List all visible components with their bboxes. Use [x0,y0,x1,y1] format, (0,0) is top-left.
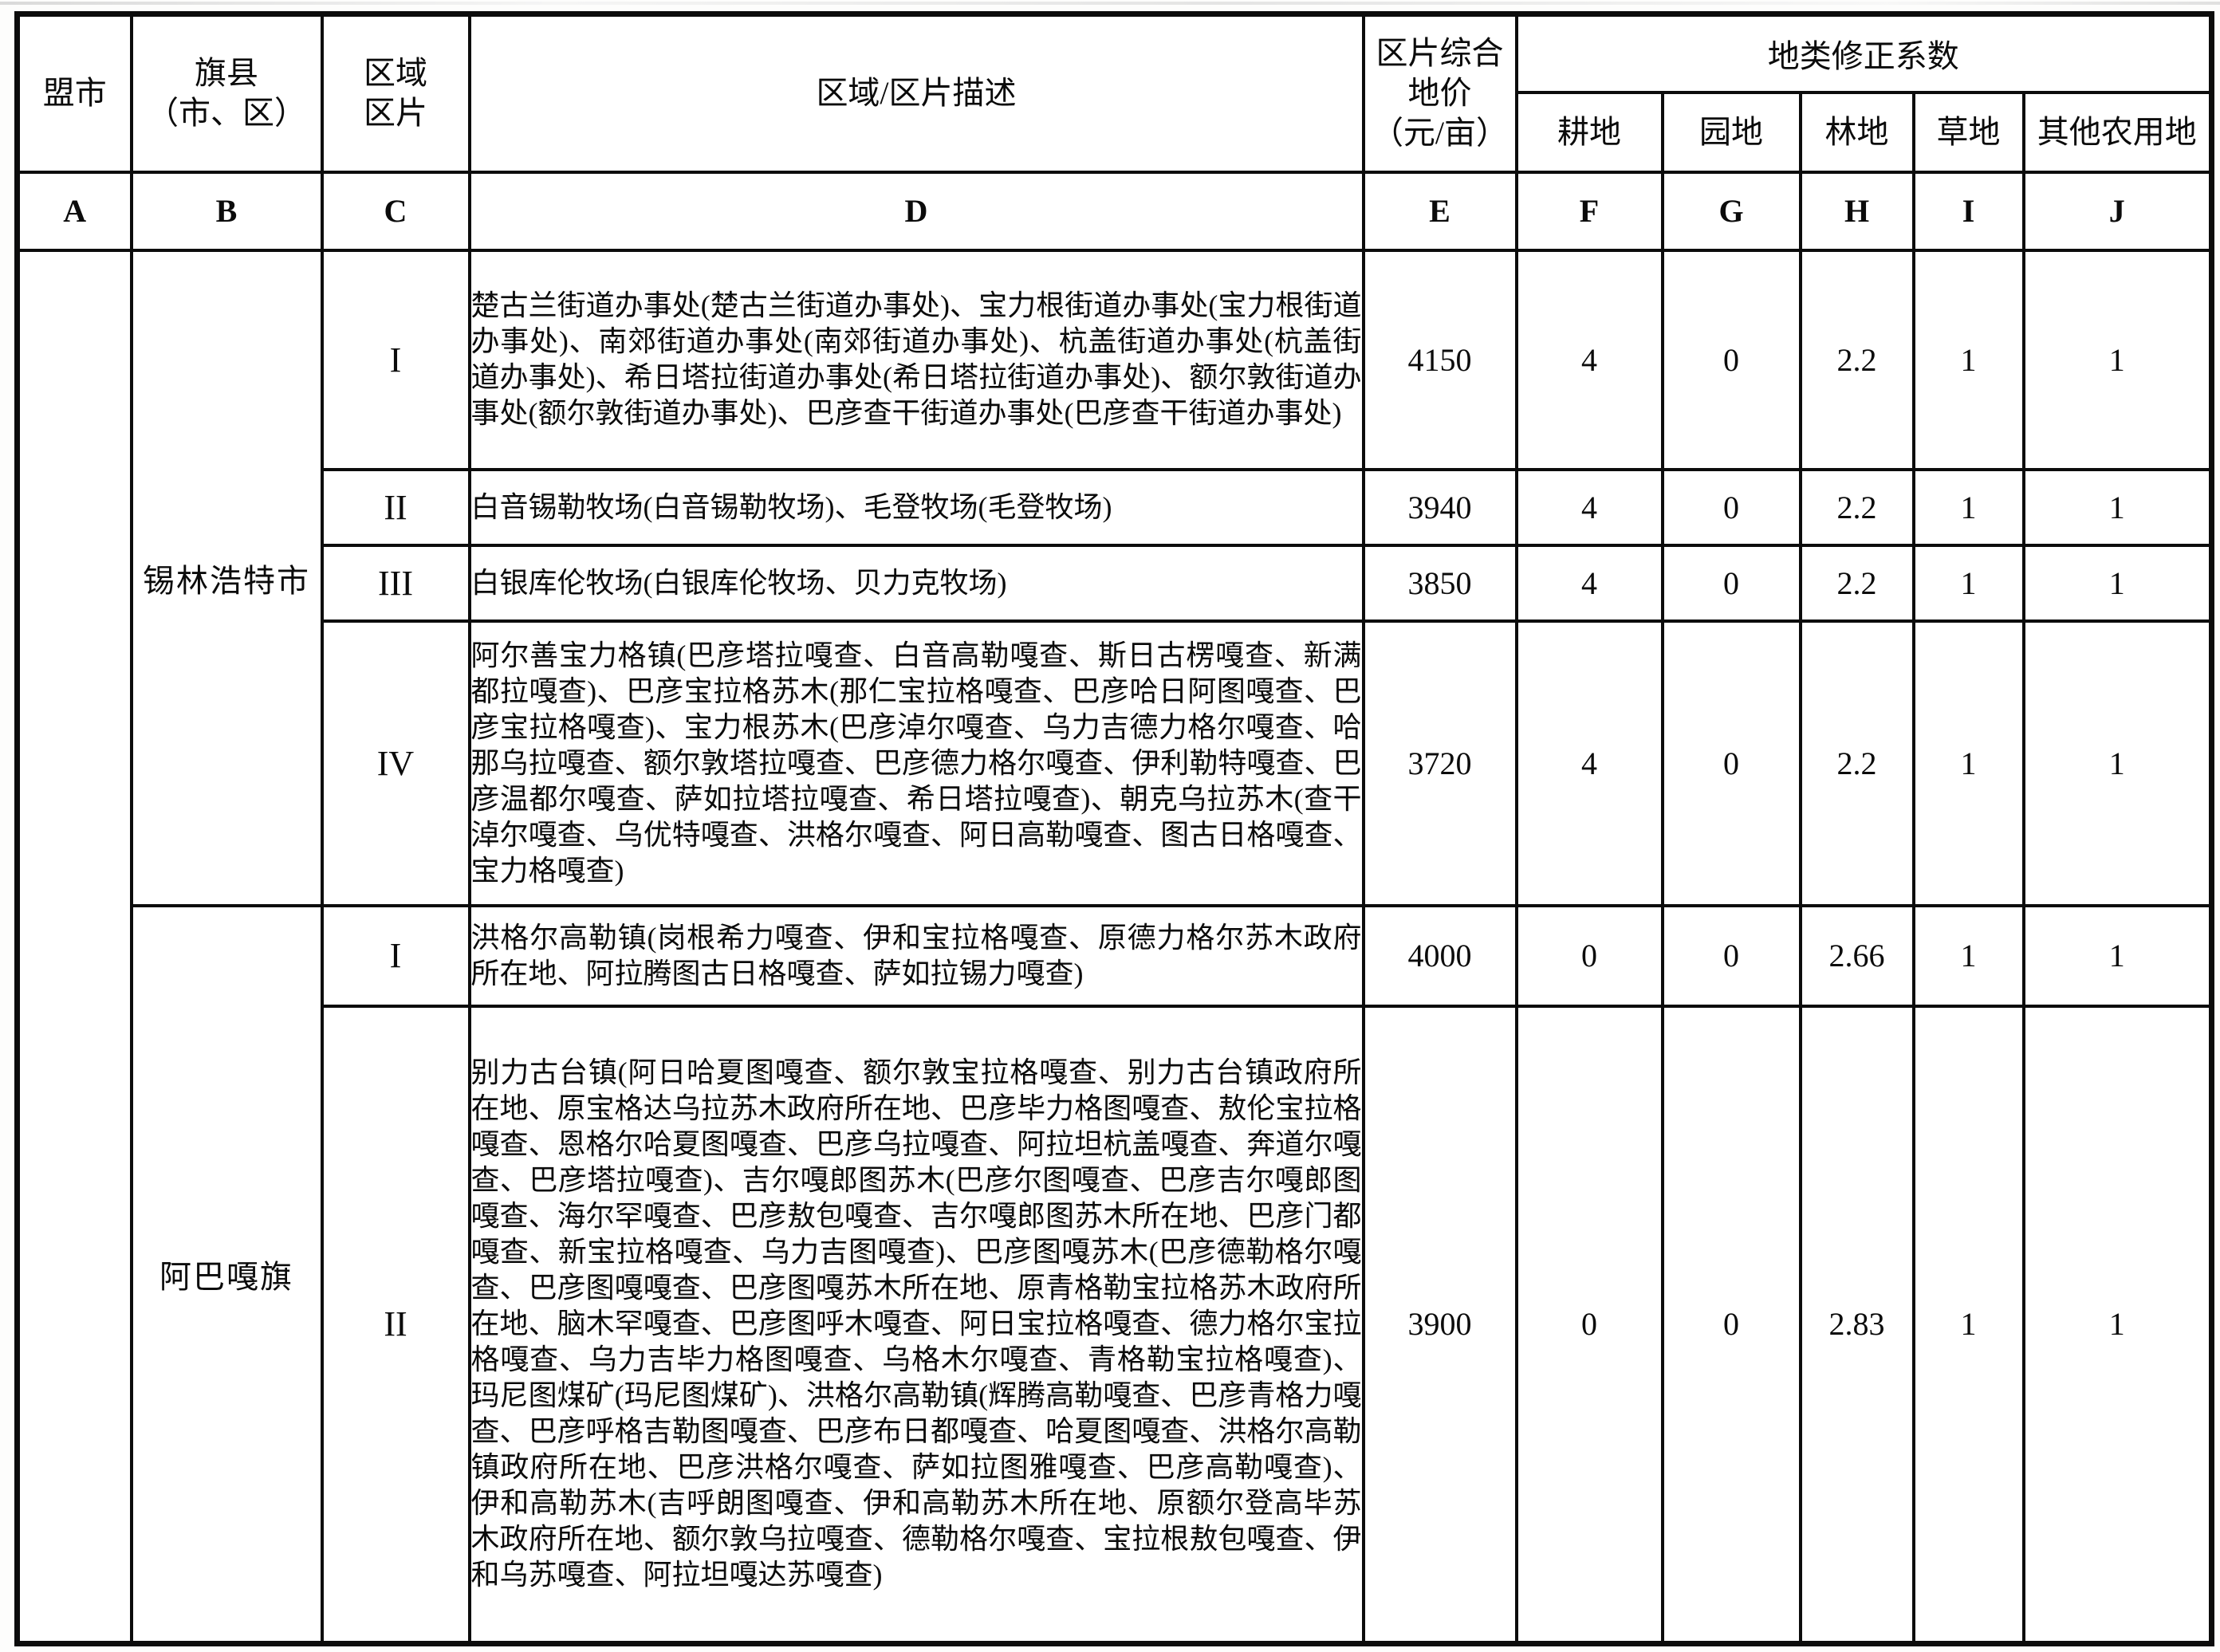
price-cell: 3940 [1361,467,1518,547]
letter-i: I [1911,170,2025,252]
header-coeff-other: 其他农用地 [2021,90,2214,174]
header-description: 区域/区片描述 [467,12,1365,174]
scan-artifact [0,2,2220,5]
description-cell: 楚古兰街道办事处(楚古兰街道办事处)、宝力根街道办事处(宝力根街道办事处)、南郊… [467,248,1365,471]
price-cell: 4150 [1361,248,1518,471]
league-cell [15,248,133,1646]
coeff-grass-cell: 1 [1911,467,2025,547]
coeff-farmland-cell: 0 [1514,903,1664,1008]
coeff-grass-cell: 1 [1911,1004,2025,1646]
coeff-other-cell: 1 [2021,1004,2214,1646]
coeff-orchard-cell: 0 [1660,467,1802,547]
letter-f: F [1514,170,1664,252]
coeff-orchard-cell: 0 [1660,248,1802,471]
table-row: II 白音锡勒牧场(白音锡勒牧场)、毛登牧场(毛登牧场) 3940 4 0 2.… [18,467,2214,547]
letter-a: A [15,170,133,252]
header-coeff-forest: 林地 [1798,90,1915,174]
county-cell-abaga: 阿巴嘎旗 [129,903,324,1646]
zone-cell: IV [320,619,471,907]
coeff-forest-cell: 2.2 [1798,619,1915,907]
letter-h: H [1798,170,1915,252]
coeff-forest-cell: 2.66 [1798,903,1915,1008]
table-row: II 别力古台镇(阿日哈夏图嘎查、额尔敦宝拉格嘎查、别力古台镇政府所在地、原宝格… [18,1004,2214,1646]
price-cell: 4000 [1361,903,1518,1008]
coeff-forest-cell: 2.83 [1798,1004,1915,1646]
letter-d: D [467,170,1365,252]
letter-b: B [129,170,324,252]
header-county: 旗县 （市、区） [129,12,324,174]
header-coeff-group: 地类修正系数 [1514,12,2214,94]
table-row: 阿巴嘎旗 I 洪格尔高勒镇(岗根希力嘎查、伊和宝拉格嘎查、原德力格尔苏木政府所在… [18,903,2214,1646]
coeff-other-cell: 1 [2021,543,2214,623]
coeff-grass-cell: 1 [1911,248,2025,471]
price-cell: 3850 [1361,543,1518,623]
letter-c: C [320,170,471,252]
coeff-grass-cell: 1 [1911,543,2025,623]
zone-cell: II [320,1004,471,1646]
header-league: 盟市 [15,12,133,174]
coeff-grass-cell: 1 [1911,903,2025,1008]
zone-cell: III [320,543,471,623]
letter-j: J [2021,170,2214,252]
price-cell: 3720 [1361,619,1518,907]
coeff-forest-cell: 2.2 [1798,248,1915,471]
description-cell: 白银库伦牧场(白银库伦牧场、贝力克牧场) [467,543,1365,623]
letter-e: E [1361,170,1518,252]
coeff-farmland-cell: 0 [1514,1004,1664,1646]
zone-cell: I [320,903,471,1008]
coeff-orchard-cell: 0 [1660,903,1802,1008]
price-cell: 3900 [1361,1004,1518,1646]
coeff-farmland-cell: 4 [1514,467,1664,547]
table-row: IV 阿尔善宝力格镇(巴彦塔拉嘎查、白音高勒嘎查、斯日古楞嘎查、新满都拉嘎查)、… [18,619,2214,907]
coeff-forest-cell: 2.2 [1798,467,1915,547]
coeff-farmland-cell: 4 [1514,543,1664,623]
header-row-2: 耕地 园地 林地 草地 其他农用地 [18,90,2214,174]
coeff-orchard-cell: 0 [1660,619,1802,907]
coeff-orchard-cell: 0 [1660,1004,1802,1646]
header-price: 区片综合 地价 （元/亩） [1361,12,1518,174]
header-row-1: 盟市 旗县 （市、区） 区域 区片 区域/区片描述 区片综合 地价 （元/亩） … [15,12,2214,174]
coeff-farmland-cell: 4 [1514,248,1664,471]
description-cell: 白音锡勒牧场(白音锡勒牧场)、毛登牧场(毛登牧场) [467,467,1365,547]
coeff-other-cell: 1 [2021,619,2214,907]
header-coeff-orchard: 园地 [1660,90,1802,174]
coeff-orchard-cell: 0 [1660,543,1802,623]
header-coeff-grass: 草地 [1911,90,2025,174]
coeff-other-cell: 1 [2021,903,2214,1008]
table-row: III 白银库伦牧场(白银库伦牧场、贝力克牧场) 3850 4 0 2.2 1 … [18,543,2214,623]
coeff-farmland-cell: 4 [1514,619,1664,907]
zone-cell: I [320,248,471,471]
table-row: 锡林浩特市 I 楚古兰街道办事处(楚古兰街道办事处)、宝力根街道办事处(宝力根街… [15,248,2214,1646]
letter-g: G [1660,170,1802,252]
zone-cell: II [320,467,471,547]
header-coeff-farmland: 耕地 [1514,90,1664,174]
land-price-table: 盟市 旗县 （市、区） 区域 区片 区域/区片描述 区片综合 地价 （元/亩） … [14,11,2215,1646]
description-cell: 洪格尔高勒镇(岗根希力嘎查、伊和宝拉格嘎查、原德力格尔苏木政府所在地、阿拉腾图古… [467,903,1365,1008]
description-cell: 阿尔善宝力格镇(巴彦塔拉嘎查、白音高勒嘎查、斯日古楞嘎查、新满都拉嘎查)、巴彦宝… [467,619,1365,907]
description-cell: 别力古台镇(阿日哈夏图嘎查、额尔敦宝拉格嘎查、别力古台镇政府所在地、原宝格达乌拉… [467,1004,1365,1646]
column-letter-row: A B C D E F G H I J [15,170,2214,252]
coeff-grass-cell: 1 [1911,619,2025,907]
coeff-other-cell: 1 [2021,248,2214,471]
coeff-forest-cell: 2.2 [1798,543,1915,623]
header-zone: 区域 区片 [320,12,471,174]
county-cell-xilinhot: 锡林浩特市 [129,248,324,907]
coeff-other-cell: 1 [2021,467,2214,547]
